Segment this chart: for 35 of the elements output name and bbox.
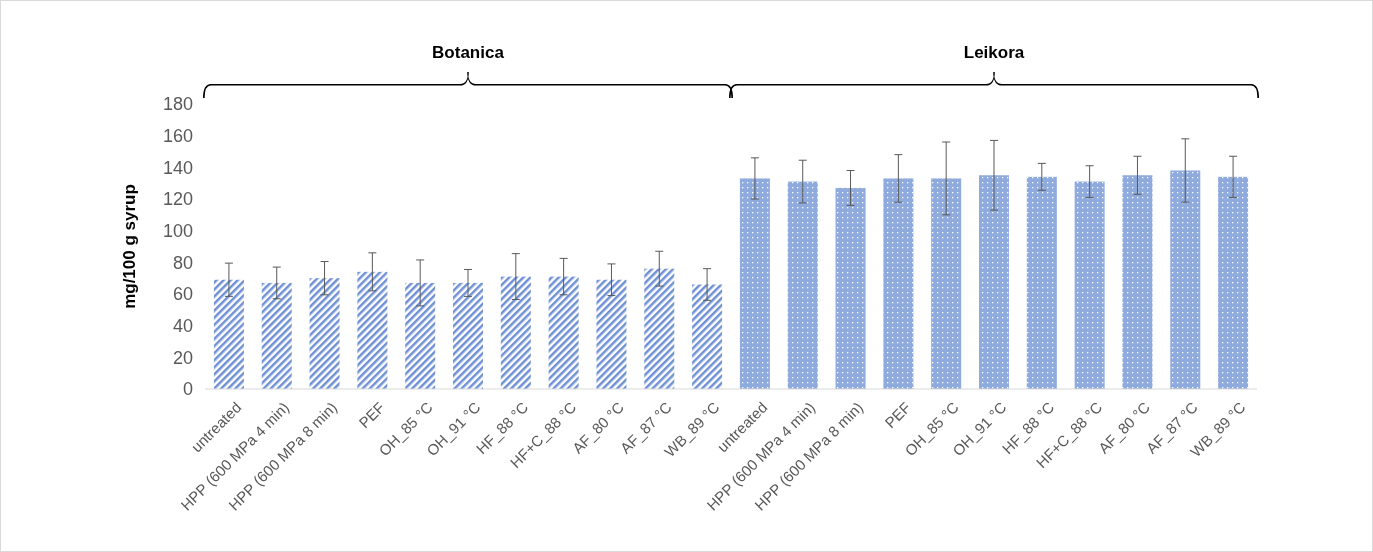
bar	[405, 282, 436, 389]
bar	[931, 178, 962, 389]
y-tick-label: 160	[162, 125, 193, 146]
y-tick-label: 100	[162, 220, 193, 241]
y-tick-label: 80	[172, 252, 193, 273]
bar	[1026, 176, 1057, 389]
bar	[787, 181, 818, 389]
y-tick-label: 20	[172, 347, 193, 368]
bar	[692, 284, 723, 389]
bar	[1074, 181, 1105, 389]
bar	[979, 175, 1009, 389]
bar	[261, 282, 292, 389]
y-tick-label: 140	[162, 157, 193, 178]
y-tick-label: 40	[172, 315, 193, 336]
bar	[453, 282, 483, 389]
bar	[835, 187, 866, 389]
bar	[1218, 176, 1249, 389]
bar	[883, 178, 914, 389]
bar	[739, 178, 770, 389]
bar	[309, 278, 340, 389]
y-tick-label: 120	[162, 189, 193, 210]
bar	[357, 271, 388, 389]
bar	[644, 268, 675, 389]
bar	[596, 279, 627, 389]
y-axis-title: mg/100 g syrup	[120, 184, 139, 309]
y-tick-label: 0	[182, 379, 193, 400]
bar	[213, 279, 244, 389]
bar	[548, 276, 579, 389]
text: Botanica	[432, 43, 505, 62]
bar	[1170, 170, 1201, 389]
bar	[1122, 175, 1153, 389]
y-tick-label: 60	[172, 284, 193, 305]
bar	[500, 276, 531, 389]
y-tick-label: 180	[162, 94, 193, 115]
text: Leikora	[963, 43, 1025, 62]
